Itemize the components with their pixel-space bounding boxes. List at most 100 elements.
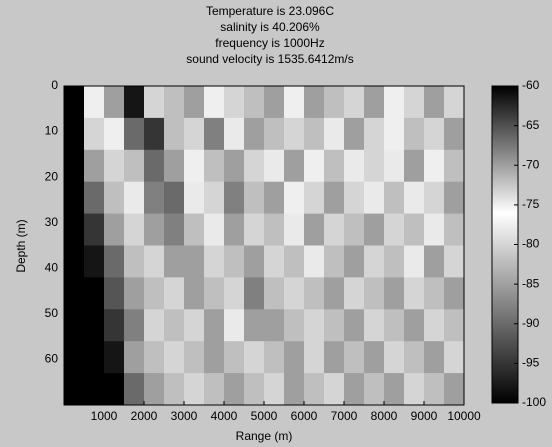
heatmap-cell — [184, 86, 205, 119]
heatmap-cell — [424, 341, 445, 374]
heatmap-cell — [124, 373, 145, 406]
heatmap-cell — [304, 117, 325, 151]
heatmap-cell — [344, 86, 365, 119]
heatmap-cell — [104, 245, 125, 278]
heatmap-cell — [344, 373, 365, 406]
heatmap-cell — [344, 181, 365, 215]
heatmap-cell — [404, 245, 425, 278]
colorbar-tick-label: -95 — [522, 356, 540, 370]
heatmap-cell — [244, 213, 265, 246]
heatmap-cell — [224, 341, 245, 374]
heatmap-cell — [84, 341, 105, 374]
heatmap-cell — [164, 149, 185, 183]
heatmap-cell — [384, 341, 405, 374]
heatmap-cell — [424, 86, 445, 119]
heatmap-cell — [124, 181, 145, 215]
title-line: Temperature is 23.096C — [206, 4, 334, 18]
heatmap-cell — [344, 309, 365, 342]
heatmap-cell — [224, 181, 245, 215]
heatmap-cell — [164, 341, 185, 374]
heatmap-cell — [284, 245, 305, 278]
heatmap-cell — [244, 309, 265, 342]
y-tick-label: 10 — [45, 124, 59, 138]
heatmap-cell — [324, 341, 345, 374]
heatmap-cell — [104, 117, 125, 151]
heatmap-cell — [384, 86, 405, 119]
y-tick-label: 30 — [45, 215, 59, 229]
heatmap-cell — [384, 117, 405, 151]
heatmap-cell — [424, 181, 445, 215]
heatmap-cell — [64, 117, 85, 151]
heatmap-cell — [444, 149, 465, 183]
heatmap-cell — [164, 373, 185, 406]
heatmap-cell — [144, 245, 165, 278]
heatmap-cell — [284, 181, 305, 215]
heatmap-cell — [124, 277, 145, 310]
heatmap-cell — [284, 277, 305, 310]
heatmap-cell — [384, 181, 405, 215]
y-tick-label: 20 — [45, 169, 59, 183]
heatmap-cell — [144, 309, 165, 342]
heatmap-cell — [164, 117, 185, 151]
heatmap-cell — [364, 86, 385, 119]
heatmap-cell — [64, 181, 85, 215]
heatmap-cell — [204, 213, 225, 246]
heatmap-cell — [104, 277, 125, 310]
heatmap-cell — [284, 86, 305, 119]
heatmap-cell — [404, 309, 425, 342]
heatmap-cell — [84, 181, 105, 215]
heatmap-cell — [364, 277, 385, 310]
heatmap-cell — [364, 117, 385, 151]
heatmap-cell — [264, 373, 285, 406]
heatmap-cell — [184, 341, 205, 374]
heatmap-cell — [104, 373, 125, 406]
heatmap-cell — [284, 213, 305, 246]
heatmap-cell — [264, 277, 285, 310]
heatmap-cell — [424, 117, 445, 151]
heatmap-cell — [84, 149, 105, 183]
heatmap-cell — [124, 245, 145, 278]
heatmap-cell — [184, 309, 205, 342]
heatmap-cell — [144, 341, 165, 374]
heatmap-cell — [424, 309, 445, 342]
heatmap-cell — [124, 86, 145, 119]
heatmap-cell — [304, 277, 325, 310]
colorbar — [491, 85, 519, 404]
heatmap-cell — [64, 245, 85, 278]
heatmap-cell — [164, 213, 185, 246]
heatmap-cell — [164, 245, 185, 278]
colorbar-tick-label: -75 — [522, 197, 540, 211]
heatmap-cell — [324, 245, 345, 278]
heatmap-cell — [264, 245, 285, 278]
heatmap-cell — [444, 245, 465, 278]
colorbar-tick-label: -65 — [522, 118, 540, 132]
heatmap-cell — [224, 277, 245, 310]
heatmap-cell — [404, 181, 425, 215]
heatmap-cell — [204, 309, 225, 342]
x-tick-label: 5000 — [251, 409, 278, 423]
colorbar-tick-label: -100 — [522, 395, 546, 409]
heatmap-cell — [244, 277, 265, 310]
heatmap-cell — [304, 309, 325, 342]
heatmap-cell — [184, 245, 205, 278]
x-tick-label: 3000 — [171, 409, 198, 423]
heatmap-cell — [144, 86, 165, 119]
heatmap-cell — [304, 181, 325, 215]
heatmap-cell — [444, 117, 465, 151]
heatmap-cell — [304, 245, 325, 278]
heatmap-cell — [184, 213, 205, 246]
heatmap-cell — [184, 373, 205, 406]
heatmap-cell — [264, 341, 285, 374]
heatmap-cell — [444, 373, 465, 406]
heatmap-cell — [204, 181, 225, 215]
heatmap-cell — [304, 341, 325, 374]
x-axis-label: Range (m) — [236, 429, 293, 443]
heatmap-cell — [244, 86, 265, 119]
heatmap-cell — [224, 309, 245, 342]
heatmap-cell — [84, 309, 105, 342]
heatmap-cell — [264, 117, 285, 151]
colorbar-tick-label: -90 — [522, 316, 540, 330]
heatmap-cell — [64, 149, 85, 183]
heatmap-cell — [384, 213, 405, 246]
heatmap-cell — [164, 309, 185, 342]
